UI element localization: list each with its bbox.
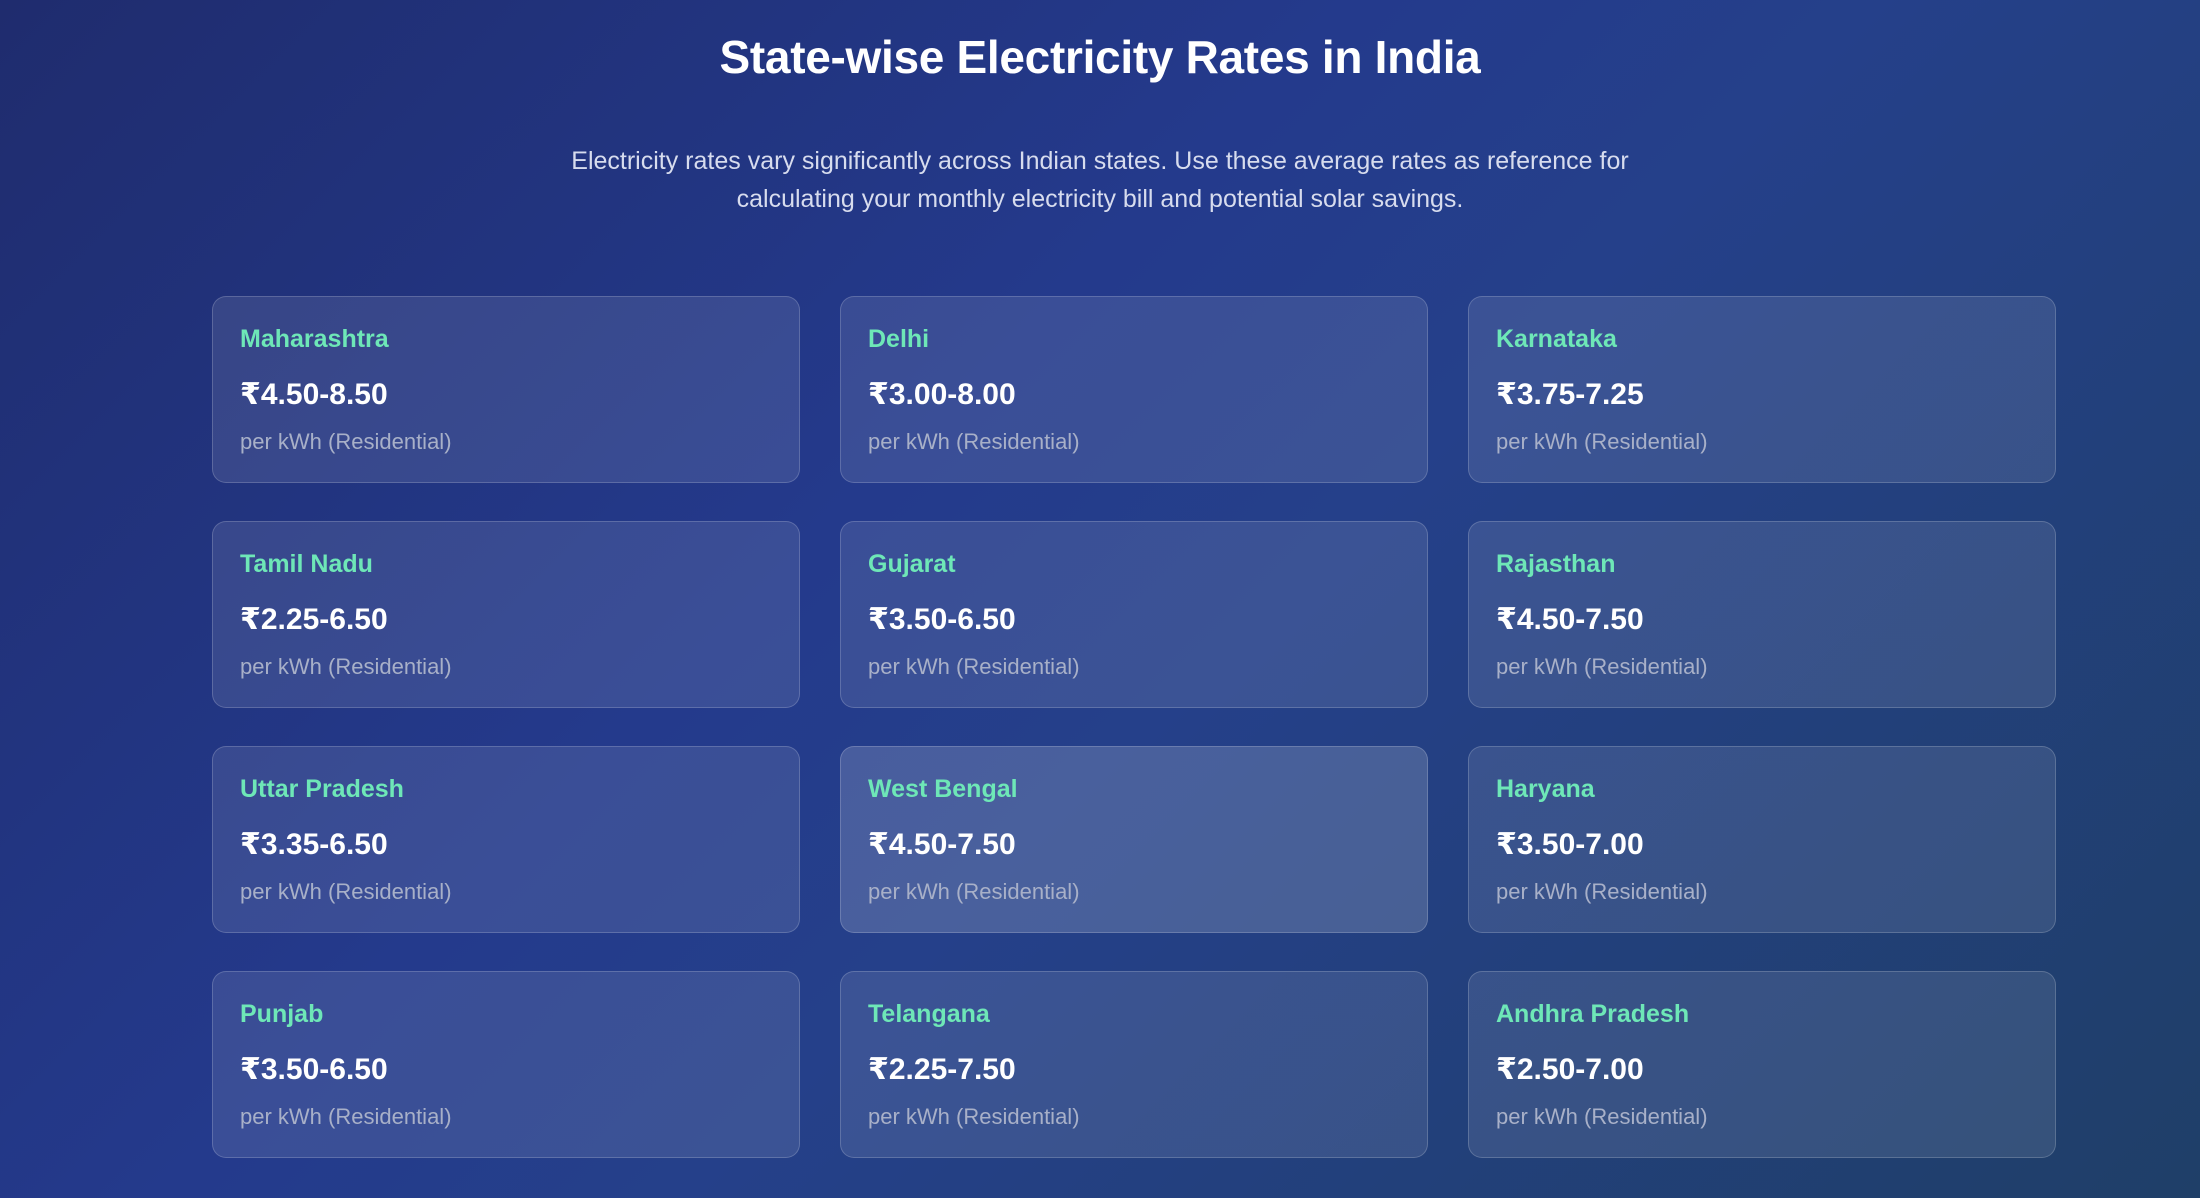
state-name: Uttar Pradesh [240, 775, 404, 803]
rate-card-punjab: Punjab ₹3.50-6.50 per kWh (Residential) [212, 971, 800, 1158]
rate-card-gujarat: Gujarat ₹3.50-6.50 per kWh (Residential) [840, 521, 1428, 708]
state-name: Punjab [240, 1000, 324, 1028]
rate-unit: per kWh (Residential) [1496, 429, 1708, 454]
rate-unit: per kWh (Residential) [868, 1104, 1080, 1129]
rate-value: ₹3.50-6.50 [240, 1053, 388, 1086]
rate-value: ₹3.35-6.50 [240, 828, 388, 861]
rate-unit: per kWh (Residential) [1496, 654, 1708, 679]
rate-card-telangana: Telangana ₹2.25-7.50 per kWh (Residentia… [840, 971, 1428, 1158]
state-name: Rajasthan [1496, 550, 1616, 578]
state-name: Tamil Nadu [240, 550, 373, 578]
rate-card-rajasthan: Rajasthan ₹4.50-7.50 per kWh (Residentia… [1468, 521, 2056, 708]
state-name: Karnataka [1496, 325, 1617, 353]
rate-card-tamil-nadu: Tamil Nadu ₹2.25-6.50 per kWh (Residenti… [212, 521, 800, 708]
page-title: State-wise Electricity Rates in India [719, 31, 1481, 83]
rate-card-haryana: Haryana ₹3.50-7.00 per kWh (Residential) [1468, 746, 2056, 933]
rate-card-delhi: Delhi ₹3.00-8.00 per kWh (Residential) [840, 296, 1428, 483]
state-name: Telangana [868, 1000, 990, 1028]
state-name: Gujarat [868, 550, 956, 578]
rate-value: ₹4.50-7.50 [868, 828, 1016, 861]
rate-value: ₹3.50-6.50 [868, 603, 1016, 636]
rate-unit: per kWh (Residential) [868, 879, 1080, 904]
state-name: Haryana [1496, 775, 1595, 803]
rate-value: ₹4.50-8.50 [240, 378, 388, 411]
rate-unit: per kWh (Residential) [240, 654, 452, 679]
rate-unit: per kWh (Residential) [240, 879, 452, 904]
rate-value: ₹2.25-6.50 [240, 603, 388, 636]
rate-value: ₹3.00-8.00 [868, 378, 1016, 411]
rate-unit: per kWh (Residential) [240, 429, 452, 454]
rate-value: ₹3.75-7.25 [1496, 378, 1644, 411]
rate-unit: per kWh (Residential) [868, 429, 1080, 454]
rate-value: ₹4.50-7.50 [1496, 603, 1644, 636]
rate-value: ₹3.50-7.00 [1496, 828, 1644, 861]
rate-value: ₹2.25-7.50 [868, 1053, 1016, 1086]
rate-card-andhra-pradesh: Andhra Pradesh ₹2.50-7.00 per kWh (Resid… [1468, 971, 2056, 1158]
rate-unit: per kWh (Residential) [1496, 1104, 1708, 1129]
rate-value: ₹2.50-7.00 [1496, 1053, 1644, 1086]
rate-card-maharashtra: Maharashtra ₹4.50-8.50 per kWh (Resident… [212, 296, 800, 483]
state-name: Delhi [868, 325, 930, 353]
page-description: Electricity rates vary significantly acr… [571, 147, 1629, 213]
state-name: Andhra Pradesh [1496, 1000, 1690, 1028]
rate-card-uttar-pradesh: Uttar Pradesh ₹3.35-6.50 per kWh (Reside… [212, 746, 800, 933]
state-name: Maharashtra [240, 325, 389, 353]
rate-unit: per kWh (Residential) [240, 1104, 452, 1129]
state-name: West Bengal [868, 775, 1018, 803]
rate-unit: per kWh (Residential) [1496, 879, 1708, 904]
rate-unit: per kWh (Residential) [868, 654, 1080, 679]
rate-card-karnataka: Karnataka ₹3.75-7.25 per kWh (Residentia… [1468, 296, 2056, 483]
rate-card-west-bengal: West Bengal ₹4.50-7.50 per kWh (Resident… [840, 746, 1428, 933]
rates-grid: Maharashtra ₹4.50-8.50 per kWh (Resident… [212, 296, 2056, 1158]
